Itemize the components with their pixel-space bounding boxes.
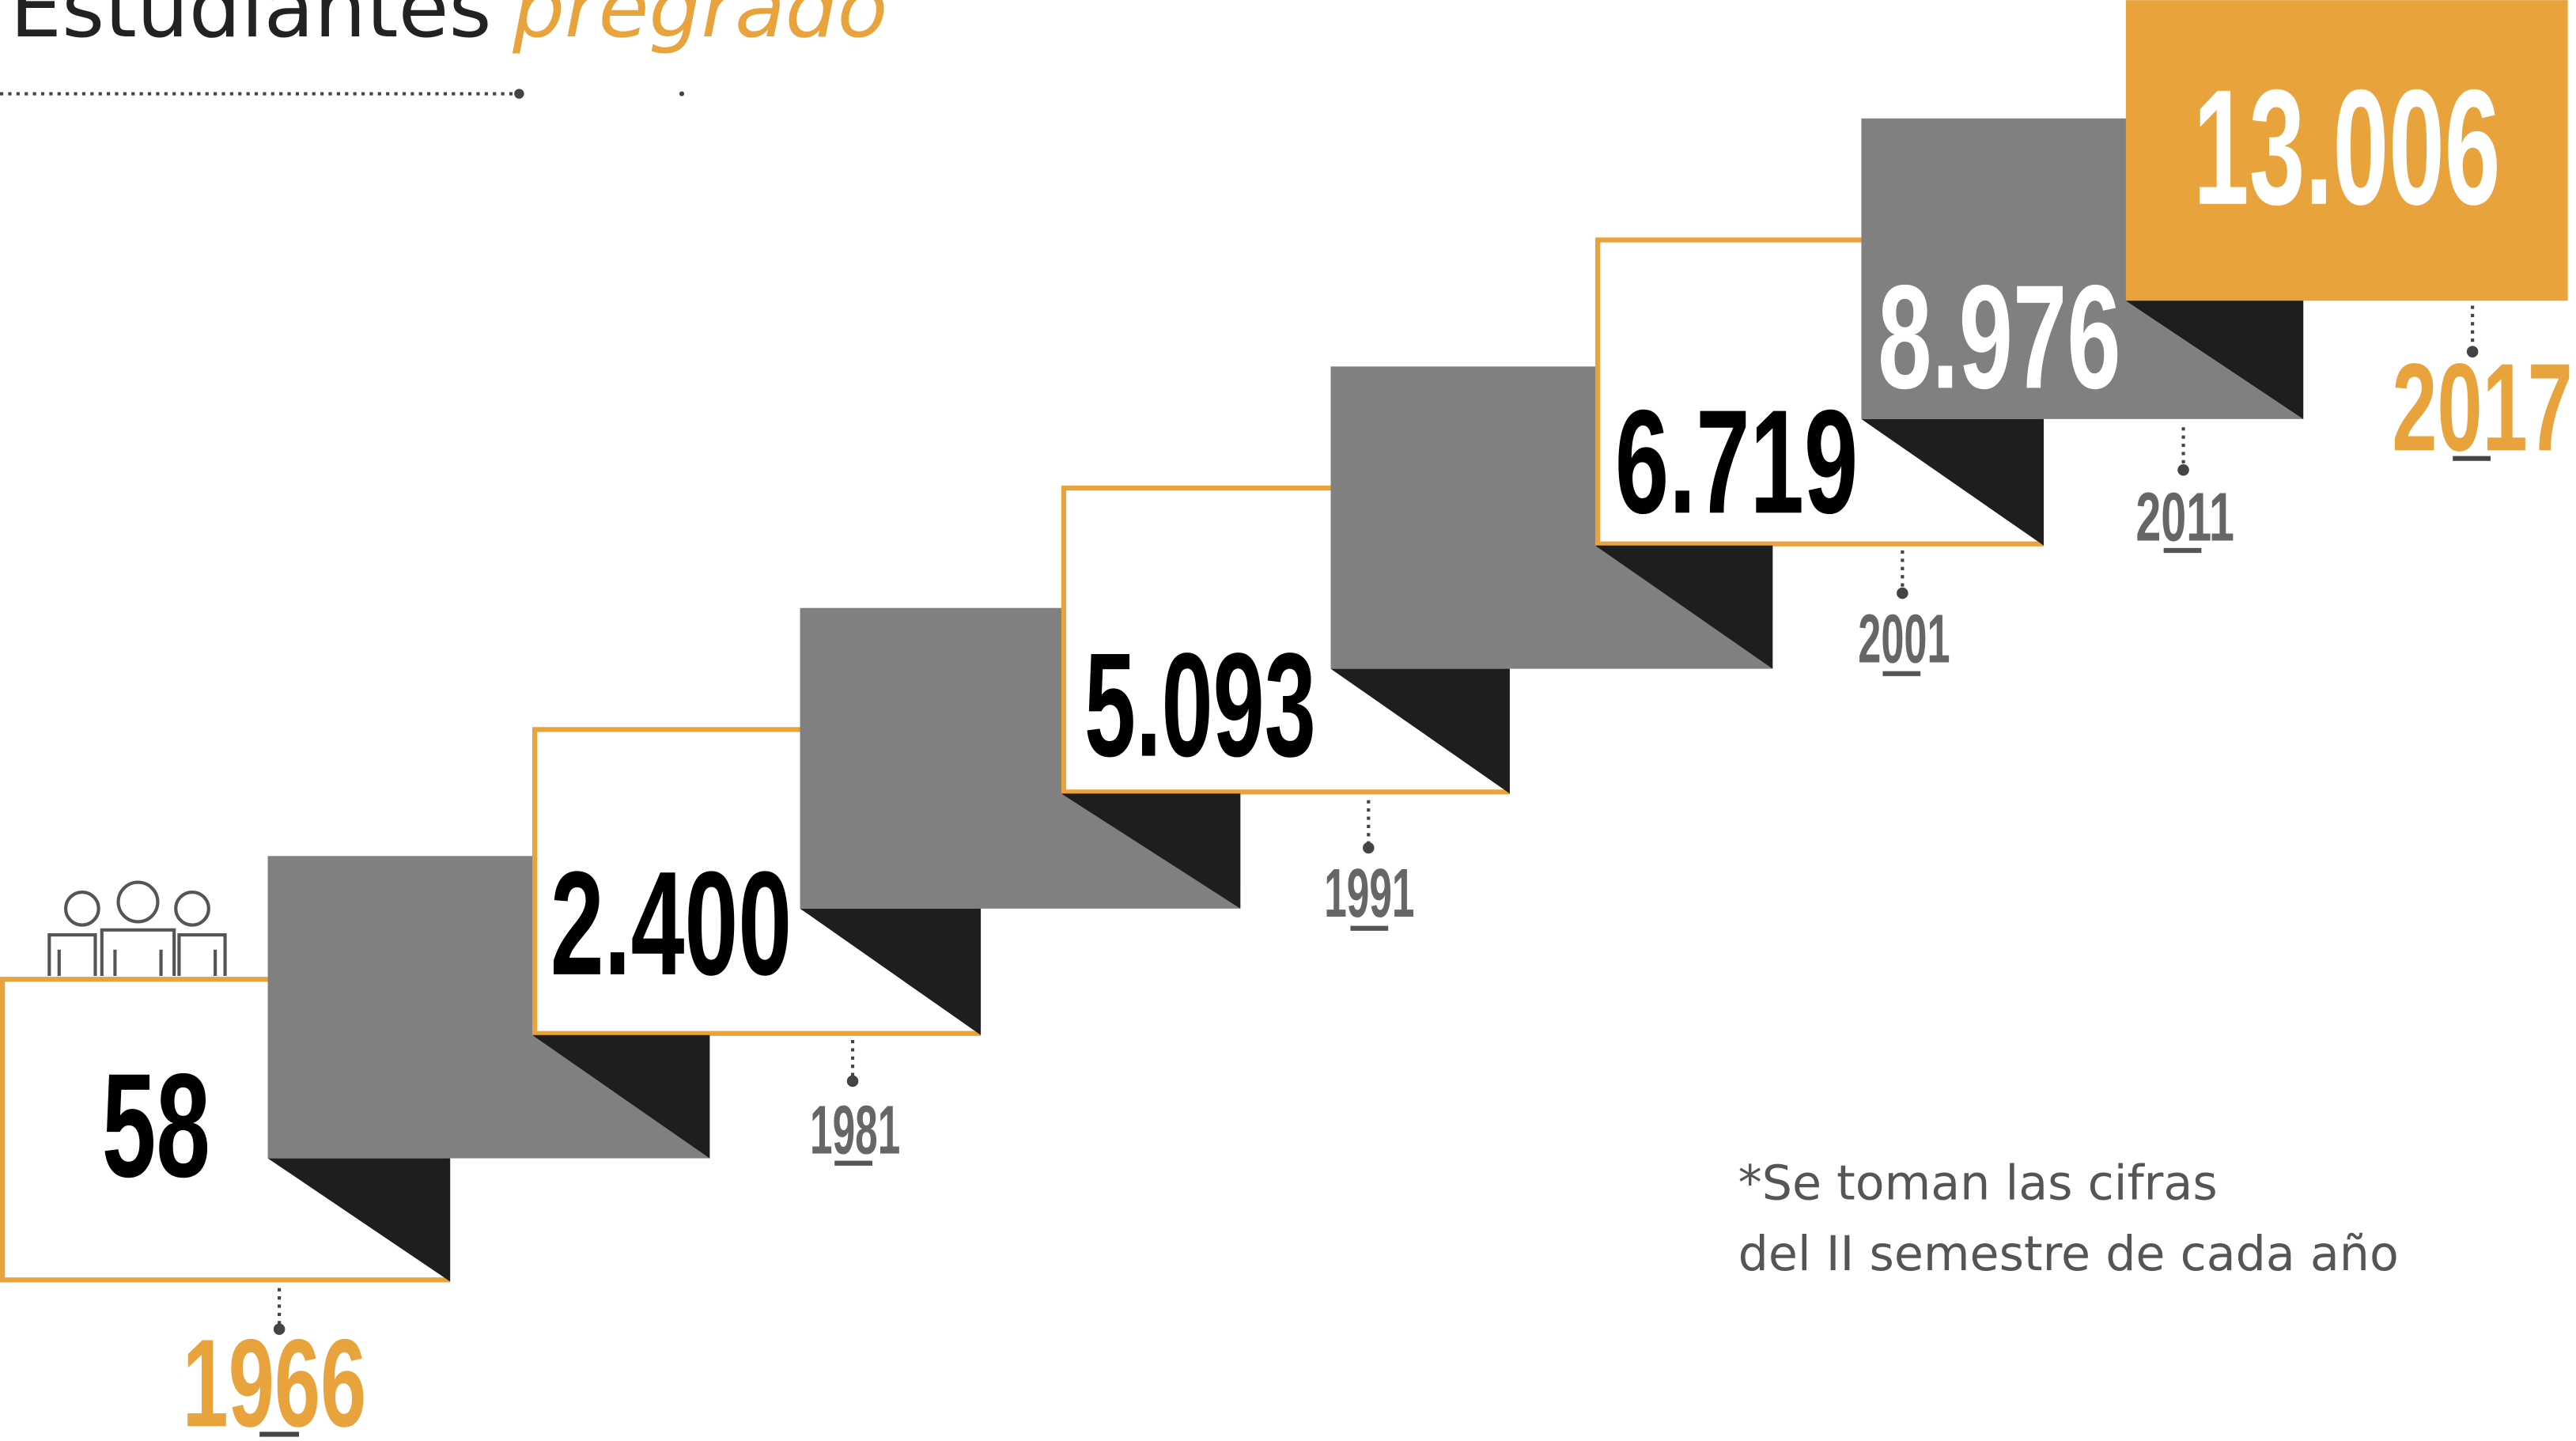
note-line: del II semestre de cada año (1738, 1227, 2399, 1282)
connectors (278, 305, 2475, 1325)
step-shadow (1861, 418, 2044, 546)
step-box (2125, 0, 2568, 301)
step-value: 58 (102, 1042, 210, 1208)
step-value: 13.006 (2193, 56, 2500, 240)
year-label: 1981 (810, 1091, 900, 1168)
rule-dot (679, 91, 685, 96)
steps (0, 0, 2568, 1283)
year-underlines (259, 456, 2491, 1437)
year-label: 2001 (1858, 600, 1950, 677)
year-label: 1991 (1324, 855, 1414, 932)
step-shadow (2125, 301, 2304, 419)
step-shadow (800, 908, 982, 1035)
connector-dots (273, 346, 2479, 1335)
rule-dot (514, 89, 524, 99)
step-shadow (267, 1158, 451, 1282)
step-value: 8.976 (1878, 254, 2120, 419)
step-value: 6.719 (1615, 379, 1858, 544)
title-main: Estudiantes (9, 0, 491, 56)
step-value: 5.093 (1084, 622, 1316, 788)
year-label: 2017 (2392, 338, 2572, 477)
year-label: 2011 (2135, 479, 2234, 556)
title-accent: pregrado (512, 0, 887, 56)
note-line: *Se toman las cifras (1738, 1155, 2218, 1211)
year-label: 1966 (183, 1314, 367, 1441)
step-value: 2.400 (550, 841, 792, 1006)
people-icon (47, 880, 227, 976)
